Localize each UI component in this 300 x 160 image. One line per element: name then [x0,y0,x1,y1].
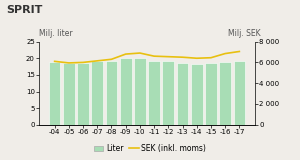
Bar [92,61,103,125]
Bar [106,61,117,125]
Bar [219,62,231,125]
Bar [148,61,160,125]
Legend: Liter, SEK (inkl. moms): Liter, SEK (inkl. moms) [91,141,209,156]
Bar [77,63,89,125]
Bar [205,63,217,125]
Bar [120,58,131,125]
Bar [163,61,174,125]
Bar [191,64,203,125]
Bar [49,62,61,125]
Bar [177,63,188,125]
Text: Milj. SEK: Milj. SEK [228,29,261,38]
Text: SPRIT: SPRIT [6,5,42,15]
Bar [233,61,245,125]
Bar [134,58,146,125]
Text: Milj. liter: Milj. liter [39,29,73,38]
Bar [63,63,75,125]
